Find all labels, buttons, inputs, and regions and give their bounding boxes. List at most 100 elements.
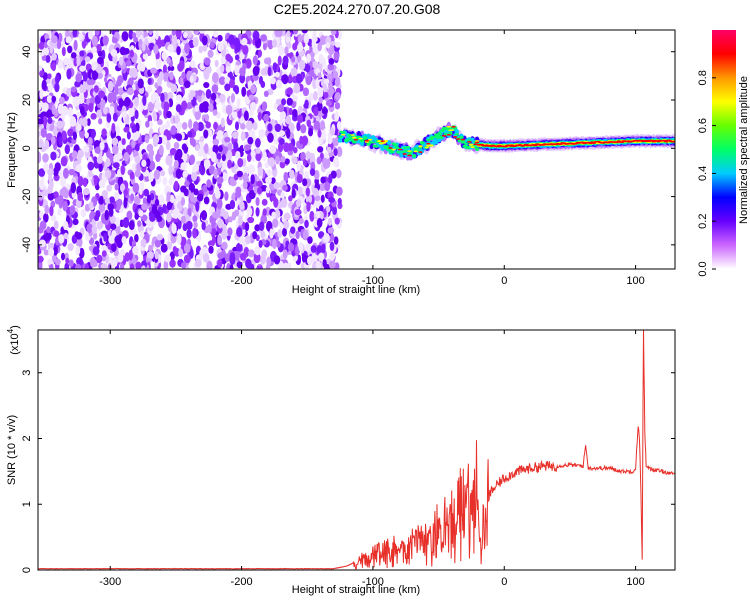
heatmap-cell [449,129,455,132]
heatmap-cell [119,262,125,269]
x-tick-label: -200 [231,576,253,588]
heatmap-cell [119,183,126,193]
heatmap-cell [140,214,148,222]
snr-y-label: SNR (10 * v/v) [6,415,18,485]
heatmap-cell [63,57,70,66]
heatmap-cell [313,90,318,101]
heatmap-cell [309,168,316,177]
heatmap-cell [281,74,289,85]
heatmap-cell [240,123,246,130]
heatmap-cell [298,218,304,225]
heatmap-cell [45,54,51,63]
heatmap-cell [313,169,320,180]
heatmap-cell [123,126,130,133]
heatmap-cell [231,131,239,139]
heatmap-cell [126,59,132,67]
heatmap-cell [388,147,393,149]
heatmap-cell [216,161,223,169]
heatmap-cell [139,102,144,112]
heatmap-cell [293,83,301,94]
heatmap-cell [146,194,151,204]
heatmap-cell [334,102,341,110]
heatmap-cell [101,128,107,137]
heatmap-cell [399,151,404,158]
heatmap-cell [333,236,339,245]
heatmap-cell [121,138,126,146]
heatmap-cell [312,187,319,197]
heatmap-cell [209,41,215,49]
heatmap-cell [203,68,210,77]
heatmap-cell [256,265,262,269]
heatmap-cell [332,71,339,79]
heatmap-cell [65,36,72,44]
heatmap-cell [254,224,261,232]
heatmap-cell [114,235,121,244]
heatmap-cell [203,81,210,89]
heatmap-cell [70,52,77,59]
heatmap-cell [325,42,331,49]
x-tick-label: -300 [99,576,121,588]
heatmap-cell [317,252,325,262]
heatmap-cell [246,153,252,163]
heatmap-cell [250,174,255,185]
heatmap-cell [217,252,224,260]
heatmap-cell [325,100,332,107]
heatmap-cell [234,54,240,61]
heatmap-cell [137,220,142,228]
heatmap-cell [132,245,139,256]
heatmap-cell [297,41,303,53]
heatmap-cell [58,234,65,244]
heatmap-cell [184,42,190,54]
heatmap-cell [42,102,49,112]
heatmap-cell [237,110,242,119]
heatmap-cell [234,64,239,76]
heatmap-cell [226,149,233,160]
heatmap-cell [255,147,261,154]
heatmap-cell [364,139,370,142]
heatmap-cell [275,98,283,106]
heatmap-cell [150,93,156,104]
heatmap-cell [134,196,141,205]
heatmap-cell [44,139,50,150]
heatmap-cell [249,101,257,112]
heatmap-cell [183,254,191,264]
heatmap-cell [225,53,232,62]
heatmap-cell [194,105,200,112]
heatmap-cell [255,207,260,217]
heatmap-cell [241,37,248,46]
heatmap-cell [72,218,79,226]
heatmap-cell [169,71,174,81]
heatmap-cell [67,243,74,252]
heatmap-cell [221,241,228,250]
heatmap-cell [49,263,54,269]
heatmap-cell [96,109,103,119]
heatmap-cell [242,172,249,183]
heatmap-cell [323,84,328,94]
heatmap-cell [114,216,121,227]
heatmap-cell [235,242,243,253]
heatmap-cell [158,144,164,156]
heatmap-x-ticks: -300 -200 -100 0 100 [99,30,645,287]
heatmap-cell [103,233,108,242]
heatmap-cell [328,259,336,269]
heatmap-cell [286,97,293,106]
heatmap-cell [57,194,64,205]
heatmap-cell [117,140,123,150]
heatmap-cell [283,220,290,230]
heatmap-cell [664,140,669,143]
heatmap-cell [218,76,226,86]
heatmap-cell [62,200,68,212]
heatmap-cell [255,197,260,207]
heatmap-cell [198,30,206,34]
heatmap-cell [334,217,340,225]
heatmap-cell [217,234,223,246]
heatmap-cell [224,83,231,92]
heatmap-cell [245,58,252,69]
snr-background [38,330,675,570]
heatmap-cell [341,131,346,134]
heatmap-cell [43,41,48,49]
heatmap-cell [446,134,452,136]
heatmap-cell [147,101,155,112]
heatmap-cell [219,93,226,103]
heatmap-cell [188,118,193,129]
